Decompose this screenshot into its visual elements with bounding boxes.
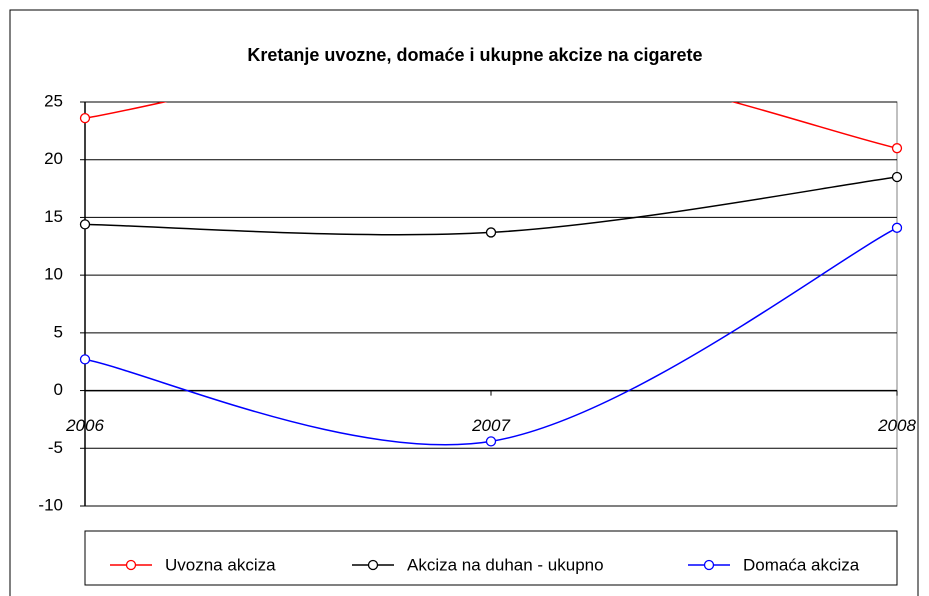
chart-title: Kretanje uvozne, domaće i ukupne akcize … bbox=[247, 45, 702, 65]
legend-label: Domaća akciza bbox=[743, 555, 860, 574]
y-tick-label: 15 bbox=[44, 207, 63, 226]
y-tick-label: -5 bbox=[48, 438, 63, 457]
legend-label: Akciza na duhan - ukupno bbox=[407, 555, 604, 574]
legend-label: Uvozna akciza bbox=[165, 555, 276, 574]
data-point bbox=[891, 143, 903, 154]
x-tick-label: 2006 bbox=[65, 416, 104, 435]
data-point bbox=[485, 436, 497, 447]
data-point bbox=[79, 113, 91, 124]
x-tick-label: 2007 bbox=[471, 416, 510, 435]
data-point bbox=[485, 227, 497, 238]
data-point bbox=[79, 354, 91, 365]
y-tick-label: -10 bbox=[38, 495, 63, 514]
y-tick-label: 5 bbox=[54, 322, 63, 341]
chart-frame bbox=[9, 9, 919, 596]
y-tick-label: 10 bbox=[44, 265, 63, 284]
points-layer bbox=[79, 113, 903, 447]
y-tick-label: 20 bbox=[44, 149, 63, 168]
y-tick-label: 25 bbox=[44, 91, 63, 110]
grid bbox=[80, 101, 898, 507]
x-tick-label: 2008 bbox=[877, 416, 916, 435]
data-point bbox=[891, 222, 903, 233]
legend-swatch-marker bbox=[703, 559, 715, 571]
legend bbox=[84, 530, 898, 586]
series-line bbox=[85, 102, 897, 149]
legend-swatch-marker bbox=[367, 559, 379, 571]
y-tick-label: 0 bbox=[54, 380, 63, 399]
legend-swatch-marker bbox=[125, 559, 137, 571]
data-point bbox=[891, 171, 903, 183]
data-point bbox=[79, 219, 91, 230]
